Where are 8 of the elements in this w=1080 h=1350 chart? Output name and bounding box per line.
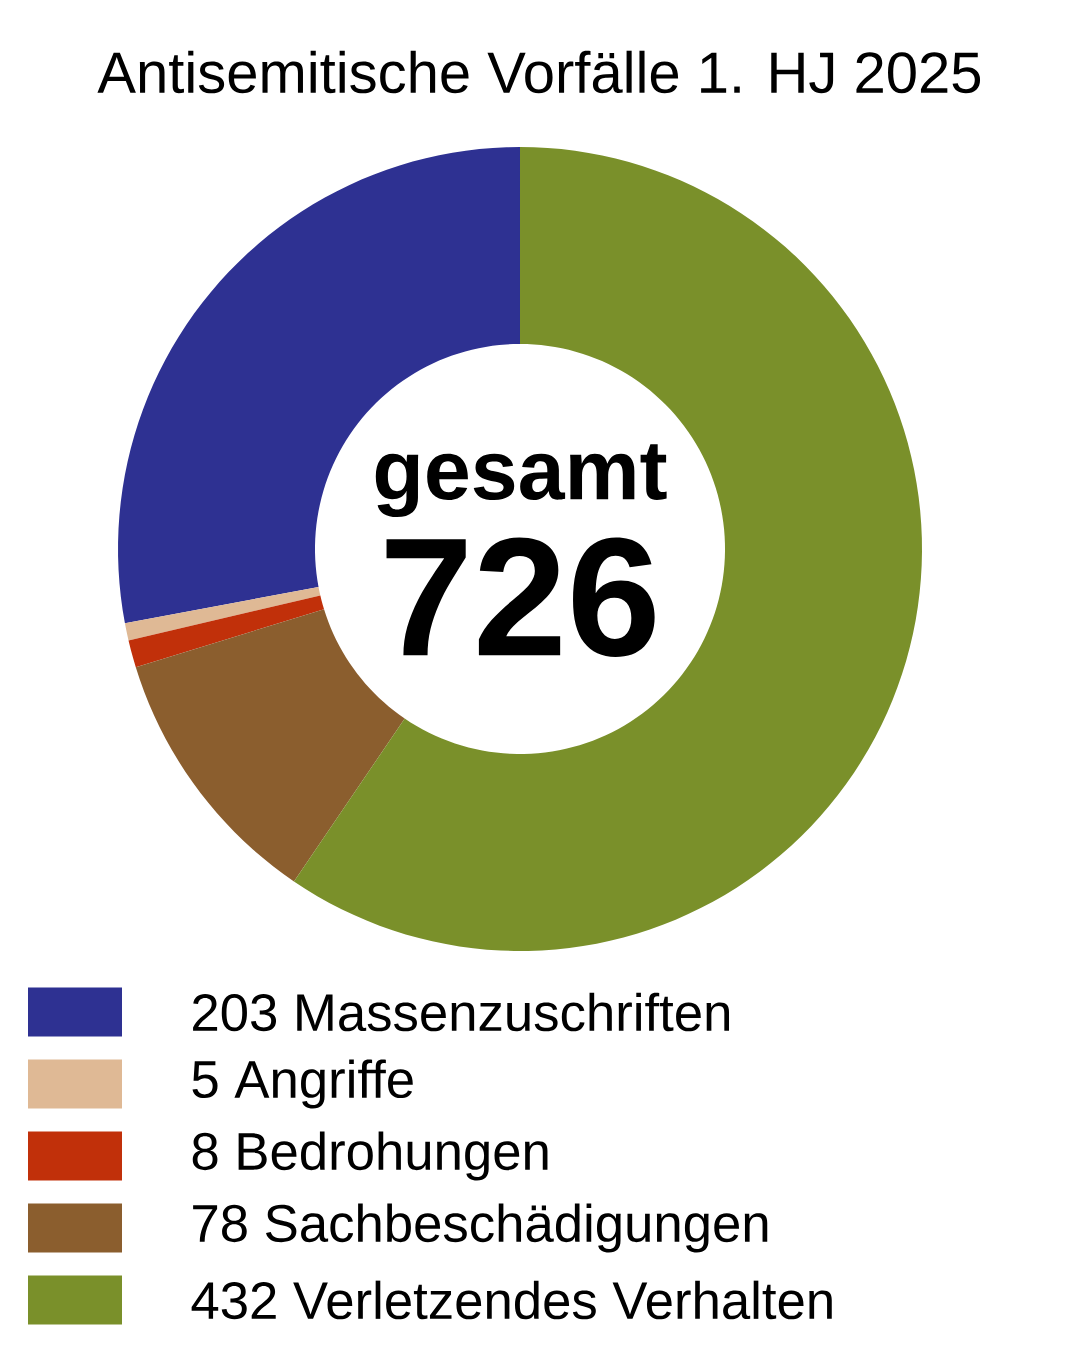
text: 726 xyxy=(386,537,655,657)
legend-label: 8 Bedrohungen xyxy=(192,1131,548,1181)
legend-label: 432 Verletzendes Verhalten xyxy=(191,1280,832,1320)
text: gesamt xyxy=(375,444,667,518)
legend-label: 5 Angriffe xyxy=(192,1059,413,1109)
legend-label: 78 Sachbeschädigungen xyxy=(193,1203,768,1253)
legend-label: 203 Massenzuschriften xyxy=(193,992,730,1032)
chart-title: Antisemitische Vorfälle 1. HJ 2025 xyxy=(97,50,981,94)
